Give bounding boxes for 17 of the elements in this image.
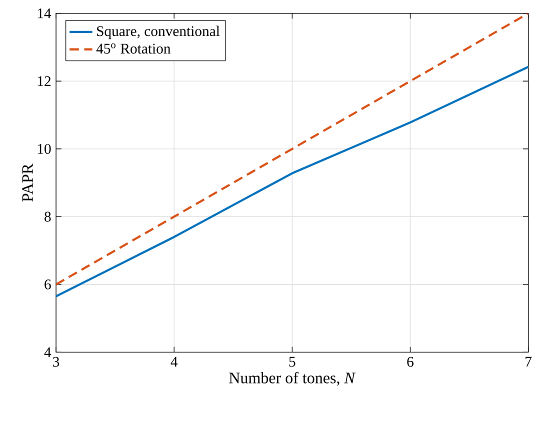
line-series <box>56 14 528 286</box>
x-tick-label: 5 <box>289 357 296 367</box>
legend-label: 45$^{o}$ Rotation <box>96 44 171 54</box>
y-tick-label: 10 <box>38 144 51 154</box>
y-tick-label: 8 <box>44 212 51 222</box>
y-tick-label: 4 <box>44 348 52 358</box>
legend-label: Square, conventional <box>97 26 220 40</box>
x-tick-label: 3 <box>53 357 60 367</box>
y-tick-label: 12 <box>38 76 51 86</box>
line-series <box>56 66 528 298</box>
x-tick-label: 7 <box>526 357 532 367</box>
y-tick-label: 6 <box>44 280 51 290</box>
y-axis-title: PAPR <box>22 164 33 202</box>
x-tick-label: 4 <box>170 357 178 367</box>
y-tick-label: 14 <box>38 8 52 18</box>
x-axis-title: Number of tones, N <box>229 372 356 386</box>
x-tick-label: 6 <box>407 357 414 367</box>
